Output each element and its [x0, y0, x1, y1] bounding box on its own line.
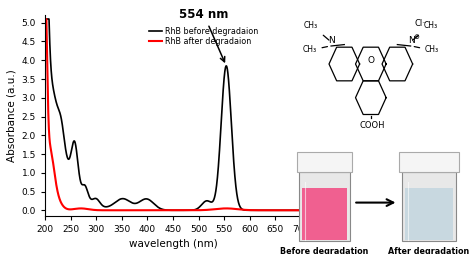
RhB before degradaion	[87, 195, 92, 198]
RhB after degradaion	[140, 209, 146, 212]
Bar	[297, 152, 352, 172]
RhB after degradaion	[42, 18, 48, 21]
RhB before degradaion	[72, 139, 77, 142]
RhB before degradaion	[151, 202, 157, 205]
Legend: RhB before degradaion, RhB after degradaion: RhB before degradaion, RhB after degrada…	[146, 23, 261, 49]
Text: CH₃: CH₃	[424, 21, 438, 29]
Bar	[399, 152, 459, 172]
Text: CH₃: CH₃	[425, 45, 439, 54]
Text: COOH: COOH	[360, 121, 385, 130]
Bar	[402, 172, 456, 241]
RhB after degradaion	[152, 209, 157, 212]
Text: CH₃: CH₃	[303, 45, 317, 54]
Y-axis label: Absorbance (a.u.): Absorbance (a.u.)	[6, 69, 16, 162]
Text: N: N	[328, 36, 335, 45]
RhB before degradaion	[293, 209, 299, 212]
RhB before degradaion	[140, 198, 146, 201]
RhB after degradaion	[137, 209, 142, 212]
RhB before degradaion	[265, 209, 271, 212]
Line: RhB after degradaion: RhB after degradaion	[45, 19, 301, 210]
Text: O: O	[367, 56, 374, 65]
Text: CH₃: CH₃	[304, 21, 318, 29]
RhB after degradaion	[265, 209, 271, 212]
RhB after degradaion	[298, 209, 304, 212]
Text: Cl⁻: Cl⁻	[414, 19, 427, 28]
Text: ⊕: ⊕	[413, 34, 419, 40]
RhB before degradaion	[298, 209, 304, 212]
RhB after degradaion	[293, 209, 299, 212]
Text: 554 nm: 554 nm	[179, 8, 228, 62]
Bar	[299, 172, 350, 241]
X-axis label: wavelength (nm): wavelength (nm)	[128, 240, 218, 249]
Bar	[405, 188, 453, 240]
Text: Before degradation: Before degradation	[280, 247, 369, 254]
Text: After degradation: After degradation	[388, 247, 470, 254]
RhB after degradaion	[87, 208, 92, 211]
Text: N: N	[408, 36, 415, 45]
Line: RhB before degradaion: RhB before degradaion	[45, 19, 301, 210]
Bar	[302, 188, 347, 240]
RhB before degradaion	[42, 18, 48, 21]
RhB after degradaion	[72, 208, 77, 211]
